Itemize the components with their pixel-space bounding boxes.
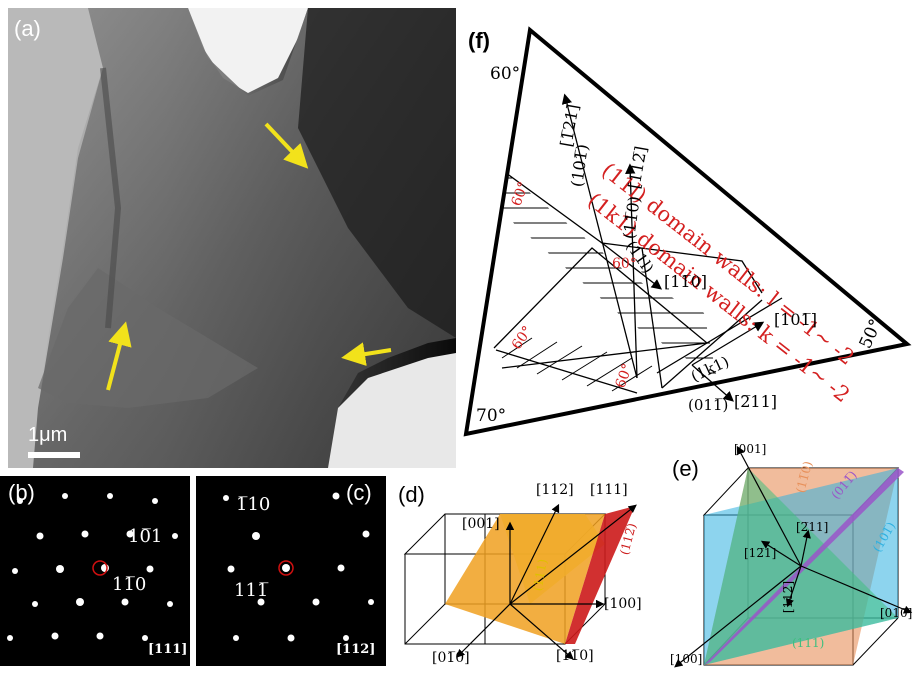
dir-110b-d: [11̅0] (556, 648, 594, 664)
dir-211b-f: [2̅11] (734, 392, 778, 411)
red-60-2: 60° (612, 256, 637, 272)
tem-micrograph (8, 8, 456, 468)
panel-c-label: (c) (346, 480, 372, 505)
panel-f-label: (f) (468, 28, 490, 53)
panel-b-label: (b) (8, 480, 35, 505)
dir-010-e: [010] (880, 606, 913, 620)
dir-001-e: [001] (734, 442, 767, 456)
spot-label-c2: 111̅ (234, 580, 269, 601)
yellow-arrow-3 (341, 342, 392, 366)
panel-d-svg (403, 503, 637, 660)
plane-orange (445, 514, 605, 644)
spot-label-b1: 10̅1 (128, 526, 163, 547)
plane-111-e-label: (111) (792, 636, 825, 650)
diffraction-pattern-b (7, 493, 178, 641)
panel-f-svg (463, 26, 912, 437)
plane-011b-f: (011̅) (688, 396, 729, 414)
panel-d-diagram: (d) [001] [112] [111] [100] [01̅0] [11̅0… (390, 476, 665, 671)
dir-121b-e: [12̅1] (744, 546, 777, 560)
panel-c-diffraction: (c) 1̅10 111̅ [112] (196, 476, 386, 666)
dir-001-d: [001] (462, 516, 500, 532)
dir-112-d: [112] (536, 482, 574, 498)
zone-axis-b: [111] (148, 642, 188, 657)
panel-e-label: (e) (672, 456, 699, 481)
plane-011b-e (704, 468, 904, 665)
dir-100-d: [100] (604, 596, 642, 612)
dir-211b-e: [2̅11] (796, 520, 829, 534)
panel-e-svg (674, 445, 913, 668)
yellow-arrow-2 (106, 321, 132, 391)
spot-label-b2: 11̅0 (112, 574, 147, 595)
panel-f-diagram: (f) 60° 50° 70° (11l) domain walls: l = … (462, 8, 915, 438)
panel-d-label: (d) (398, 482, 425, 507)
dir-100-e: [100] (670, 652, 703, 666)
panel-a-tem-image: (a) 1μm (8, 8, 456, 468)
scale-bar (28, 452, 80, 458)
panel-e-diagram: (e) [001] [010] [100] [12̅1] [2̅11] [112… (668, 440, 915, 671)
dir-110b-f: [11̅0] (664, 272, 708, 291)
dir-112b-e: [112̅] (781, 580, 796, 614)
panel-a-label: (a) (14, 16, 41, 41)
dir-111-d: [111] (590, 482, 628, 498)
zone-axis-c: [112] (336, 642, 376, 657)
dir-101b-f: [101̅] (774, 310, 818, 329)
yellow-arrow-1 (264, 122, 309, 169)
dir-010b-d: [01̅0] (432, 650, 470, 666)
angle-bottom: 70° (476, 406, 507, 426)
angle-top: 60° (490, 64, 521, 84)
plane-red (565, 506, 635, 644)
stereo-triangle (463, 26, 912, 437)
spot-label-c1: 1̅10 (236, 494, 271, 515)
scale-bar-label: 1μm (28, 424, 68, 446)
panel-b-diffraction: (b) 10̅1 11̅0 [111] (0, 476, 190, 666)
diffraction-pattern-c (223, 492, 374, 642)
